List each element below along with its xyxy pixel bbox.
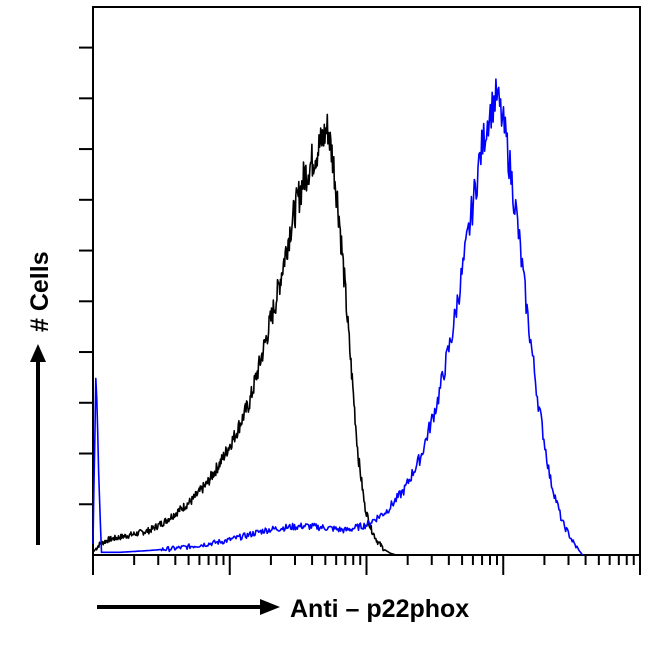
series-line-2: [92, 78, 584, 556]
x-axis-arrow-head: [260, 599, 280, 615]
series-layer: [92, 78, 584, 556]
series-line-1: [92, 113, 402, 556]
x-axis-label: Anti – p22phox: [290, 595, 469, 623]
y-axis-arrow-head: [30, 344, 46, 362]
y-axis-label: # Cells: [26, 251, 54, 332]
x-axis-ticks: [92, 555, 641, 575]
y-axis-ticks: [79, 46, 93, 506]
plot-frame: [92, 6, 641, 556]
